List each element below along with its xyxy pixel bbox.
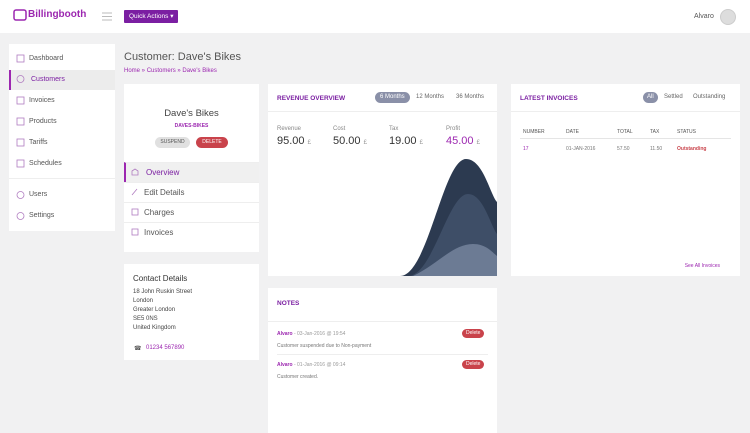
quick-actions-button[interactable]: Quick Actions ▾ [124,10,179,23]
nav-item[interactable]: Dashboard [29,55,64,62]
contact-card: Contact Details 18 John Ruskin Street Lo… [124,264,259,360]
user-name: Alvaro [694,13,714,20]
address-line: SE5 0NS [133,316,158,322]
nav-item[interactable]: Users [29,191,48,198]
tab[interactable]: 36 Months [456,94,485,100]
column-header: TAX [650,129,660,135]
contact-title: Contact Details [133,274,188,283]
revenue-card: REVENUE OVERVIEW 6 Months 12 Months 36 M… [268,84,497,276]
menu-item[interactable]: Edit Details [124,182,259,202]
address-line: Greater London [133,307,176,313]
invoice-number[interactable]: 17 [523,146,529,152]
note-delete[interactable]: Delete [462,329,485,338]
note-author: Alvaro [277,331,293,337]
nav-item-active[interactable]: Customers [9,70,115,90]
invoices-title: LATEST INVOICES [520,95,578,102]
see-all-link[interactable]: See All Invoices [684,263,720,269]
stat-label: Profit [446,126,461,132]
top-bar: Billingbooth Quick Actions ▾ Alvaro [0,0,750,33]
menu-item-active[interactable]: Overview [124,162,259,182]
unit: £ [476,140,480,146]
note-author: Alvaro [277,362,293,368]
note-text: Customer suspended due to Non-payment [277,343,372,349]
breadcrumb: Home » Customers » Dave's Bikes [124,68,217,74]
divider [511,111,740,112]
crumb: Dave's Bikes [182,68,217,74]
value: 95.00 [277,135,305,147]
nav-icons [16,54,25,220]
delete-button[interactable]: DELETE [196,137,228,148]
note-time: - 03-Jan-2016 @ 19:54 [292,331,346,337]
nav-item[interactable]: Schedules [29,160,62,167]
stat-label: Cost [333,126,346,132]
divider [277,354,488,355]
stat-value: 19.00 £ [389,135,423,147]
tab[interactable]: Settled [664,94,683,100]
menu-item[interactable]: Invoices [124,222,259,242]
invoice-total: 57.50 [617,146,630,152]
column-header: STATUS [677,129,696,135]
invoice-status: Outstanding [677,146,707,152]
crumb[interactable]: Home [124,68,141,74]
divider [520,138,731,139]
logo-icon [13,9,27,21]
invoice-tax: 11.50 [650,146,663,152]
invoice-date: 01-JAN-2016 [566,146,596,152]
stat-label: Revenue [277,126,302,132]
tab-active[interactable]: 6 Months [375,92,410,103]
divider [268,321,497,322]
address-line: United Kingdom [133,325,176,331]
menu-icons [131,168,139,236]
avatar[interactable] [720,9,736,25]
tab-active[interactable]: All [643,92,658,103]
phone-icon: ☎ [134,346,142,352]
unit: £ [363,140,367,146]
note-meta: Alvaro - 03-Jan-2016 @ 19:54 [277,331,345,337]
stat-label: Tax [389,126,399,132]
customer-name: Dave's Bikes [164,108,219,119]
tab[interactable]: 12 Months [416,94,445,100]
nav-item[interactable]: Tariffs [29,139,48,146]
note-delete[interactable]: Delete [462,360,485,369]
crumb[interactable]: Customers [146,68,176,74]
column-header: NUMBER [523,129,545,135]
menu-item[interactable]: Charges [124,202,259,222]
customer-code: DAVES-BIKES [174,123,209,129]
nav-item[interactable]: Invoices [29,97,55,104]
column-header: TOTAL [617,129,633,135]
address-line: 18 John Ruskin Street [133,289,193,295]
stat-value: 95.00 £ [277,135,311,147]
phone[interactable]: 01234 567890 [146,345,185,351]
divider [9,178,115,179]
brand: Billingbooth [28,9,87,20]
column-header: DATE [566,129,579,135]
sidebar: Dashboard Customers Invoices Products Ta… [9,44,115,231]
value: 50.00 [333,135,361,147]
stat-value: 45.00 £ [446,135,480,147]
value: 45.00 [446,135,474,147]
notes-card: NOTES Alvaro - 03-Jan-2016 @ 19:54 Delet… [268,288,497,433]
notes-title: NOTES [277,300,300,307]
note-text: Customer created. [277,374,319,380]
nav-item[interactable]: Settings [29,212,55,219]
revenue-graphic [400,159,497,276]
value: 19.00 [389,135,417,147]
note-meta: Alvaro - 01-Jan-2016 @ 09:14 [277,362,345,368]
invoices-card: LATEST INVOICES All Settled Outstanding … [511,84,740,276]
tab[interactable]: Outstanding [693,94,726,100]
page-title: Customer: Dave's Bikes [124,51,242,63]
unit: £ [419,140,423,146]
customer-card: Dave's Bikes DAVES-BIKES SUSPEND DELETE … [124,84,259,252]
suspend-button[interactable]: SUSPEND [155,137,190,148]
label: Quick Actions [129,13,169,20]
address-line: London [133,298,154,304]
unit: £ [307,140,311,146]
revenue-title: REVENUE OVERVIEW [277,95,346,102]
stat-value: 50.00 £ [333,135,367,147]
menu-toggle[interactable] [102,12,112,21]
divider [268,111,497,112]
nav-item[interactable]: Products [29,118,57,125]
note-time: - 01-Jan-2016 @ 09:14 [292,362,346,368]
